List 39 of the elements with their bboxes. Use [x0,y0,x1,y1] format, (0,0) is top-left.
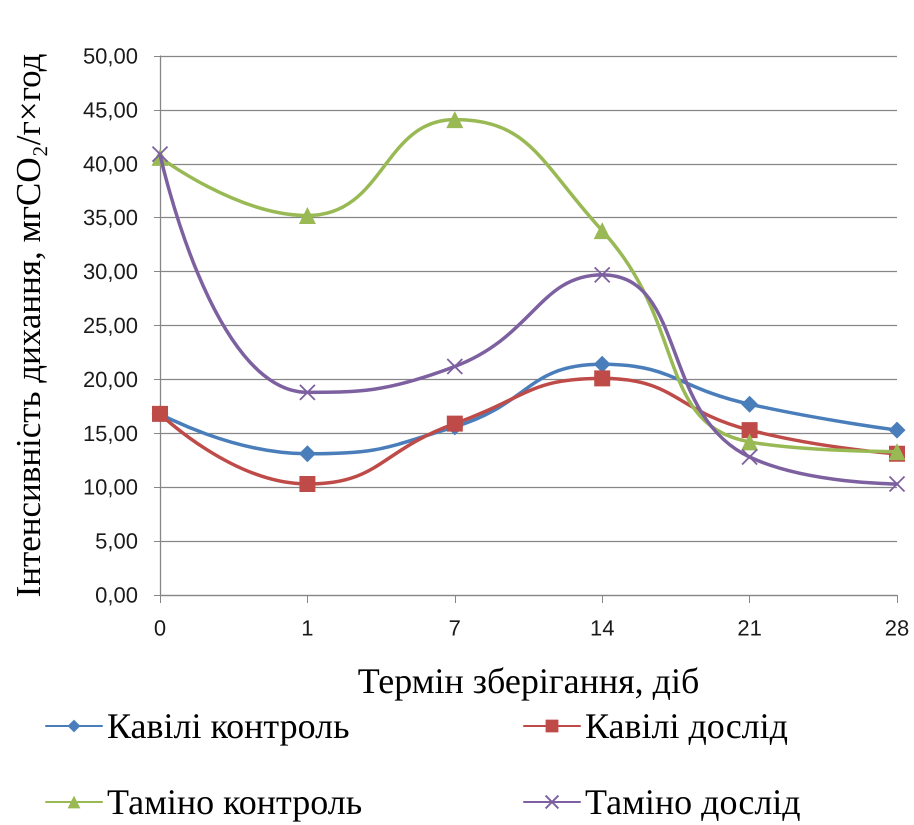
point [298,207,316,224]
y-tick-label: 35,00 [82,205,138,230]
legend-label: Кавілі дослід [585,706,788,746]
y-tick-label: 15,00 [82,420,138,446]
x-tick-label: 0 [154,616,166,640]
x-axis-title: Термін зберігання, діб [358,661,700,701]
point [594,266,611,284]
point [298,445,316,462]
point [446,111,464,128]
x-tick-label: 7 [448,616,461,640]
y-tick-label: 25,00 [82,313,138,338]
point [741,433,758,450]
point [594,222,611,240]
y-tick-label: 45,00 [82,97,138,122]
point [741,396,758,413]
point [742,422,758,438]
x-tick-label: 28 [884,616,910,640]
x-tick-label: 21 [737,616,762,640]
point [152,146,168,162]
legend-label: Таміно дослід [585,782,801,822]
legend-label: Таміно контроль [107,782,362,822]
point [741,448,758,466]
y-tick-label: 30,00 [82,259,138,284]
x-tick-label: 1 [301,616,314,640]
x-tick-label: 14 [590,616,614,640]
y-tick-label: 20,00 [82,366,138,392]
legend-label: Кавілі контроль [107,706,350,746]
point [446,358,464,375]
y-tick-label: 5,00 [95,528,138,554]
y-tick-label: 10,00 [82,474,138,500]
point [594,370,610,386]
point [888,476,906,492]
y-axis-title: Інтенсивність дихання, мгCO₂/г×год [9,53,48,598]
y-tick-label: 0,00 [95,582,138,608]
y-tick-label: 50,00 [82,44,138,68]
y-tick-label: 40,00 [82,151,138,176]
point [299,476,316,492]
point [299,384,316,401]
point [888,422,906,439]
